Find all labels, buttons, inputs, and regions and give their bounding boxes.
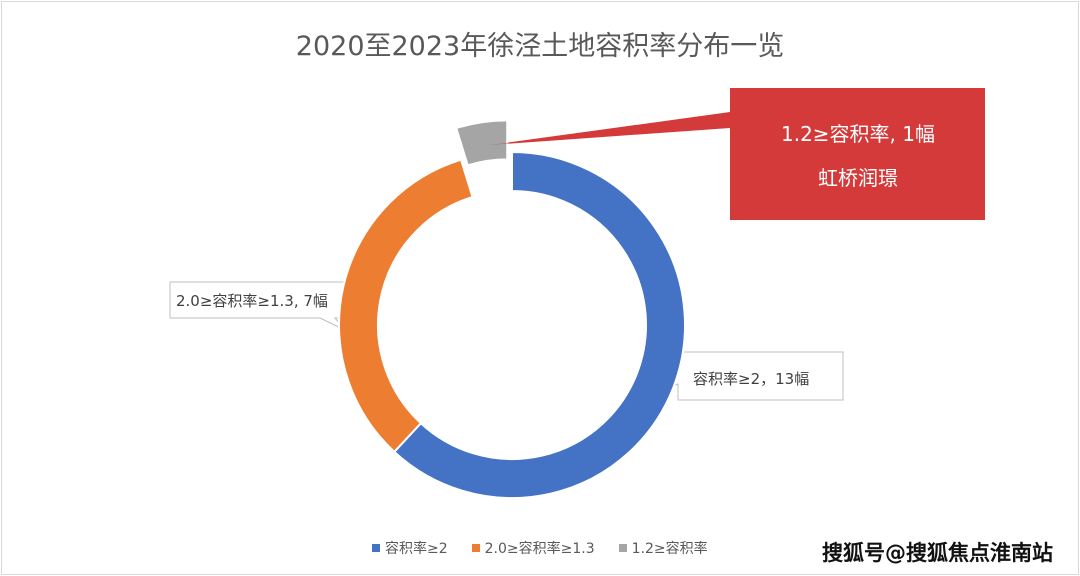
legend-swatch-blue [372, 544, 380, 552]
annotation-callout-text: 1.2≥容积率, 1幅 虹桥润璟 [732, 112, 984, 200]
slice-blue [392, 150, 686, 499]
watermark: 搜狐号@搜狐焦点淮南站 [822, 541, 1053, 565]
legend-swatch-orange [471, 544, 480, 552]
legend-label: 容积率≥2 [385, 541, 448, 557]
annotation-pointer [488, 120, 730, 145]
legend-item: 2.0≥容积率≥1.3 [471, 538, 595, 558]
slice-gray [454, 119, 509, 167]
data-label-blue: 容积率≥2，13幅 [693, 370, 810, 388]
chart-title: 2020至2023年徐泾土地容积率分布一览 [295, 31, 785, 62]
slice-orange [338, 158, 474, 454]
legend-item: 1.2≥容积率 [618, 538, 708, 558]
legend-label: 2.0≥容积率≥1.3 [484, 541, 595, 557]
legend-swatch-gray [618, 544, 627, 552]
annotation-line1: 1.2≥容积率, 1幅 [780, 122, 935, 146]
data-label-orange: 2.0≥容积率≥1.3, 7幅 [176, 292, 328, 310]
annotation-callout-shape [490, 88, 985, 220]
legend-item: 容积率≥2 [372, 538, 448, 558]
annotation-line2: 虹桥润璟 [818, 166, 898, 190]
legend: 容积率≥2 2.0≥容积率≥1.3 1.2≥容积率 [372, 538, 708, 558]
legend-label: 1.2≥容积率 [631, 541, 708, 557]
